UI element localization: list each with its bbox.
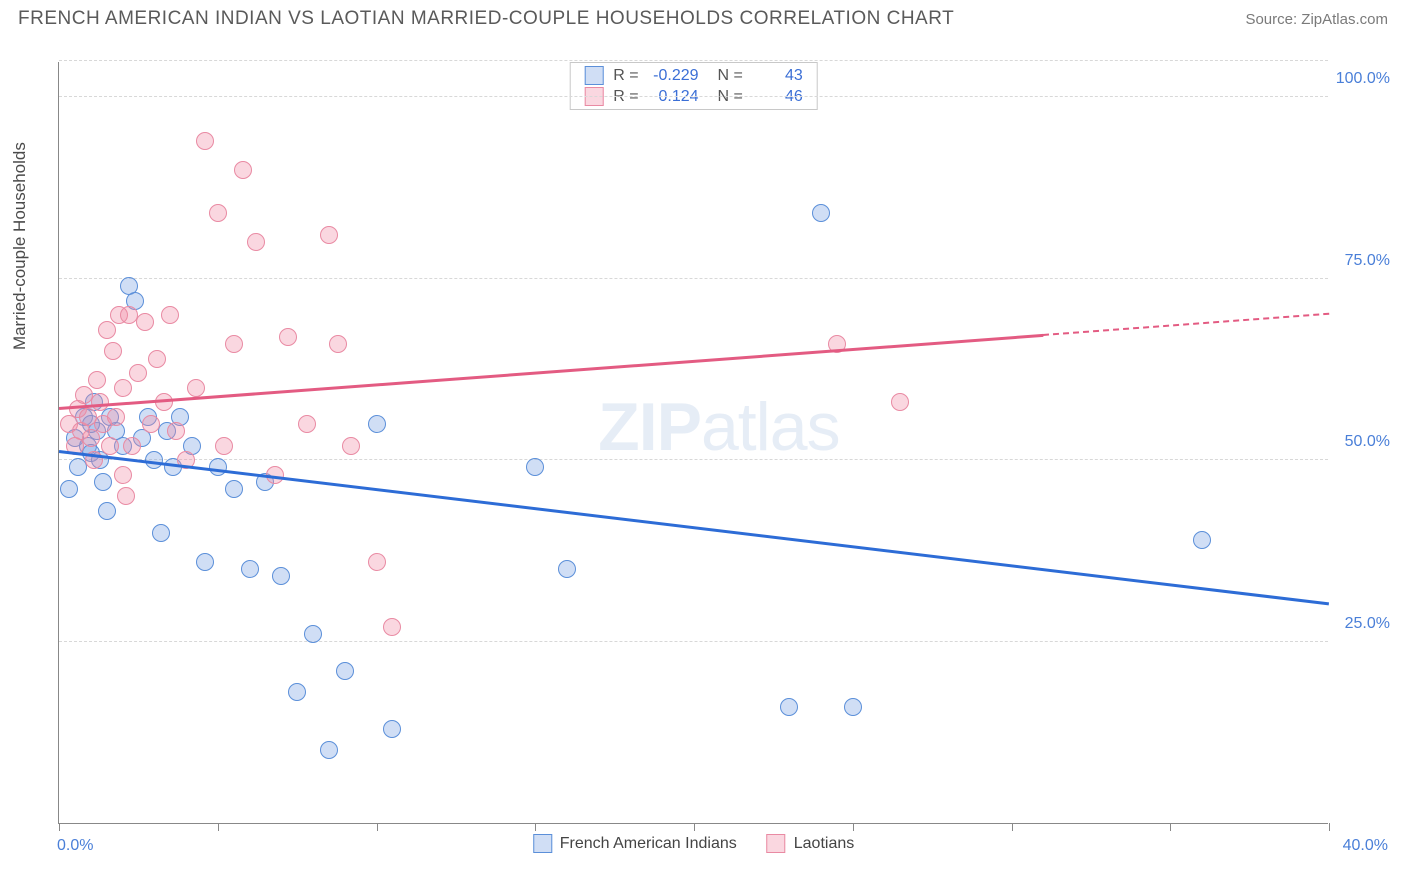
watermark: ZIPatlas	[598, 388, 839, 466]
data-point	[304, 625, 322, 643]
data-point	[101, 437, 119, 455]
gridline-h	[59, 96, 1328, 97]
bottom-legend: French American Indians Laotians	[533, 834, 854, 853]
gridline-h	[59, 278, 1328, 279]
y-tick-label: 50.0%	[1345, 433, 1390, 451]
legend-swatch	[584, 66, 603, 85]
gridline-h	[59, 641, 1328, 642]
data-point	[196, 553, 214, 571]
data-point	[383, 720, 401, 738]
data-point	[91, 393, 109, 411]
stat-r-value: -0.229	[649, 67, 699, 85]
data-point	[526, 458, 544, 476]
data-point	[272, 567, 290, 585]
data-point	[329, 335, 347, 353]
chart-title: FRENCH AMERICAN INDIAN VS LAOTIAN MARRIE…	[18, 8, 954, 30]
trend-line	[59, 450, 1329, 605]
stat-n-value: 43	[753, 67, 803, 85]
x-tick	[1012, 823, 1013, 831]
data-point	[107, 408, 125, 426]
y-tick-label: 25.0%	[1345, 615, 1390, 633]
data-point	[558, 560, 576, 578]
legend-item: Laotians	[767, 834, 855, 853]
data-point	[298, 415, 316, 433]
data-point	[161, 306, 179, 324]
data-point	[812, 204, 830, 222]
stats-row: R = -0.229 N = 43	[570, 65, 817, 86]
stats-legend: R =-0.229 N =43R =0.124 N =46	[569, 62, 818, 110]
data-point	[98, 321, 116, 339]
x-tick	[853, 823, 854, 831]
data-point	[342, 437, 360, 455]
gridline-h	[59, 459, 1328, 460]
data-point	[88, 371, 106, 389]
data-point	[82, 429, 100, 447]
data-point	[383, 618, 401, 636]
data-point	[241, 560, 259, 578]
data-point	[94, 473, 112, 491]
data-point	[368, 553, 386, 571]
data-point	[891, 393, 909, 411]
data-point	[136, 313, 154, 331]
chart-container: Married-couple Households ZIPatlas R =-0…	[40, 44, 1390, 844]
legend-swatch	[533, 834, 552, 853]
data-point	[320, 741, 338, 759]
legend-label: French American Indians	[560, 835, 737, 853]
stat-label: R =	[613, 67, 638, 85]
y-tick-label: 100.0%	[1336, 70, 1390, 88]
data-point	[215, 437, 233, 455]
data-point	[225, 480, 243, 498]
data-point	[104, 342, 122, 360]
data-point	[368, 415, 386, 433]
data-point	[60, 480, 78, 498]
x-tick	[377, 823, 378, 831]
data-point	[152, 524, 170, 542]
x-tick	[535, 823, 536, 831]
data-point	[167, 422, 185, 440]
data-point	[1193, 531, 1211, 549]
source-label: Source: ZipAtlas.com	[1245, 11, 1388, 28]
legend-item: French American Indians	[533, 834, 737, 853]
legend-label: Laotians	[794, 835, 855, 853]
x-tick	[59, 823, 60, 831]
data-point	[148, 350, 166, 368]
data-point	[98, 502, 116, 520]
data-point	[288, 683, 306, 701]
data-point	[225, 335, 243, 353]
x-tick-label: 40.0%	[1343, 837, 1388, 855]
x-tick	[1170, 823, 1171, 831]
data-point	[114, 379, 132, 397]
data-point	[780, 698, 798, 716]
data-point	[129, 364, 147, 382]
y-tick-label: 75.0%	[1345, 252, 1390, 270]
data-point	[123, 437, 141, 455]
stat-label: N =	[709, 67, 743, 85]
data-point	[336, 662, 354, 680]
data-point	[234, 161, 252, 179]
data-point	[114, 466, 132, 484]
y-axis-label: Married-couple Households	[10, 142, 30, 350]
data-point	[247, 233, 265, 251]
data-point	[117, 487, 135, 505]
trend-line	[1043, 313, 1329, 336]
data-point	[844, 698, 862, 716]
data-point	[279, 328, 297, 346]
legend-swatch	[767, 834, 786, 853]
data-point	[209, 204, 227, 222]
data-point	[320, 226, 338, 244]
x-tick	[694, 823, 695, 831]
gridline-h	[59, 60, 1328, 61]
plot-area: ZIPatlas R =-0.229 N =43R =0.124 N =46 F…	[58, 62, 1328, 824]
data-point	[187, 379, 205, 397]
x-tick-label: 0.0%	[57, 837, 93, 855]
data-point	[142, 415, 160, 433]
x-tick	[1329, 823, 1330, 831]
data-point	[196, 132, 214, 150]
x-tick	[218, 823, 219, 831]
